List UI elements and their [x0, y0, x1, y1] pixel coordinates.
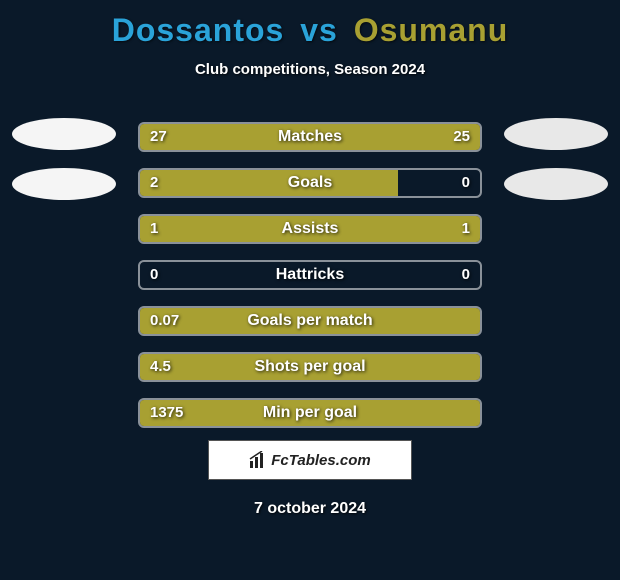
- avatar: [12, 118, 116, 150]
- stat-row: 2Goals0: [138, 168, 482, 198]
- right-avatars: [504, 118, 608, 218]
- stat-label: Goals: [140, 170, 480, 196]
- player2-name: Osumanu: [354, 12, 509, 48]
- title-vs: vs: [300, 12, 338, 48]
- chart-icon: [249, 451, 267, 469]
- right-value: 0: [462, 170, 470, 196]
- date-text: 7 october 2024: [0, 500, 620, 518]
- stat-row: 1Assists1: [138, 214, 482, 244]
- player1-name: Dossantos: [112, 12, 285, 48]
- avatar: [12, 168, 116, 200]
- watermark: FcTables.com: [208, 440, 412, 480]
- avatar: [504, 168, 608, 200]
- stat-rows: 27Matches252Goals01Assists10Hattricks00.…: [138, 122, 482, 444]
- stat-label: Matches: [140, 124, 480, 150]
- right-value: 1: [462, 216, 470, 242]
- stat-label: Goals per match: [140, 308, 480, 334]
- stat-label: Assists: [140, 216, 480, 242]
- stat-label: Hattricks: [140, 262, 480, 288]
- watermark-text: FcTables.com: [271, 452, 370, 469]
- stat-row: 0.07Goals per match: [138, 306, 482, 336]
- stat-row: 27Matches25: [138, 122, 482, 152]
- stat-row: 0Hattricks0: [138, 260, 482, 290]
- right-value: 0: [462, 262, 470, 288]
- stat-row: 1375Min per goal: [138, 398, 482, 428]
- avatar: [504, 118, 608, 150]
- comparison-title: Dossantos vs Osumanu: [0, 0, 620, 49]
- stat-label: Min per goal: [140, 400, 480, 426]
- stat-label: Shots per goal: [140, 354, 480, 380]
- subtitle: Club competitions, Season 2024: [0, 61, 620, 78]
- stat-row: 4.5Shots per goal: [138, 352, 482, 382]
- left-avatars: [12, 118, 116, 218]
- right-value: 25: [453, 124, 470, 150]
